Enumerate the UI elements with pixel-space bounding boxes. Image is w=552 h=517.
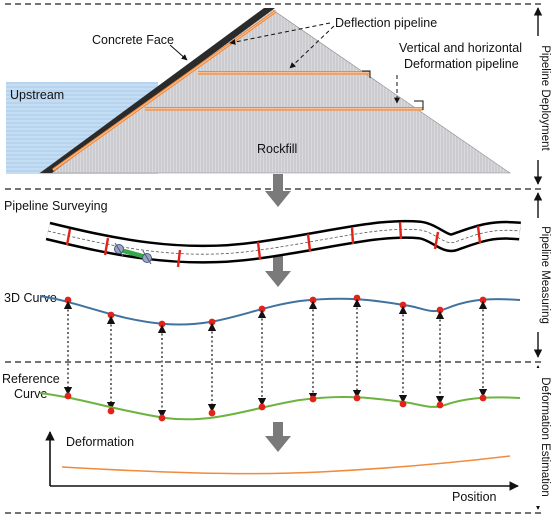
- curve-reference-points: [64, 392, 487, 422]
- label-deformation: Deformation: [66, 435, 134, 449]
- label-deflection-pipeline: Deflection pipeline: [335, 16, 437, 30]
- concrete-face-leader: [169, 44, 188, 61]
- stage-label-measuring: Pipeline Measuring: [539, 226, 551, 324]
- label-pipeline-surveying: Pipeline Surveying: [4, 199, 108, 213]
- label-upstream: Upstream: [10, 88, 64, 102]
- curve-reference: [39, 392, 521, 421]
- label-concrete-face: Concrete Face: [92, 33, 174, 47]
- label-reference-line2: Curve: [14, 387, 47, 401]
- deformation-pipeline-lower: [145, 100, 424, 111]
- label-rockfill: Rockfill: [257, 142, 297, 156]
- deployment-section: Concrete Face Deflection pipeline Vertic…: [6, 7, 522, 174]
- deformation-pipeline-upper: [198, 70, 371, 78]
- measuring-section: Pipeline Surveying 3D Curve: [4, 199, 521, 328]
- flow-arrow-1: [265, 174, 291, 207]
- deflection-leader-1: [229, 22, 331, 45]
- label-position: Position: [452, 490, 497, 504]
- flow-arrow-3: [265, 422, 291, 452]
- label-deformation-line2: Deformation pipeline: [404, 57, 519, 71]
- pipe-joints: [65, 221, 482, 268]
- stage-label-estimation: Deformation Estimation: [539, 377, 551, 497]
- label-deformation-line1: Vertical and horizontal: [399, 41, 522, 55]
- label-reference-line1: Reference: [2, 372, 60, 386]
- flow-arrow-2: [265, 256, 291, 287]
- curve-3d-points: [64, 294, 487, 328]
- stage-label-deployment: Pipeline Deployment: [539, 45, 551, 151]
- deformation-curve: [61, 455, 511, 475]
- concrete-face: [40, 8, 275, 173]
- curve-3d: [39, 295, 521, 326]
- survey-probe: [114, 242, 152, 265]
- label-3d-curve: 3D Curve: [4, 291, 57, 305]
- correspondence-lines: [63, 298, 488, 419]
- estimation-section: Reference Curve Deformation Position: [2, 372, 521, 504]
- deflection-leader-2: [289, 25, 335, 69]
